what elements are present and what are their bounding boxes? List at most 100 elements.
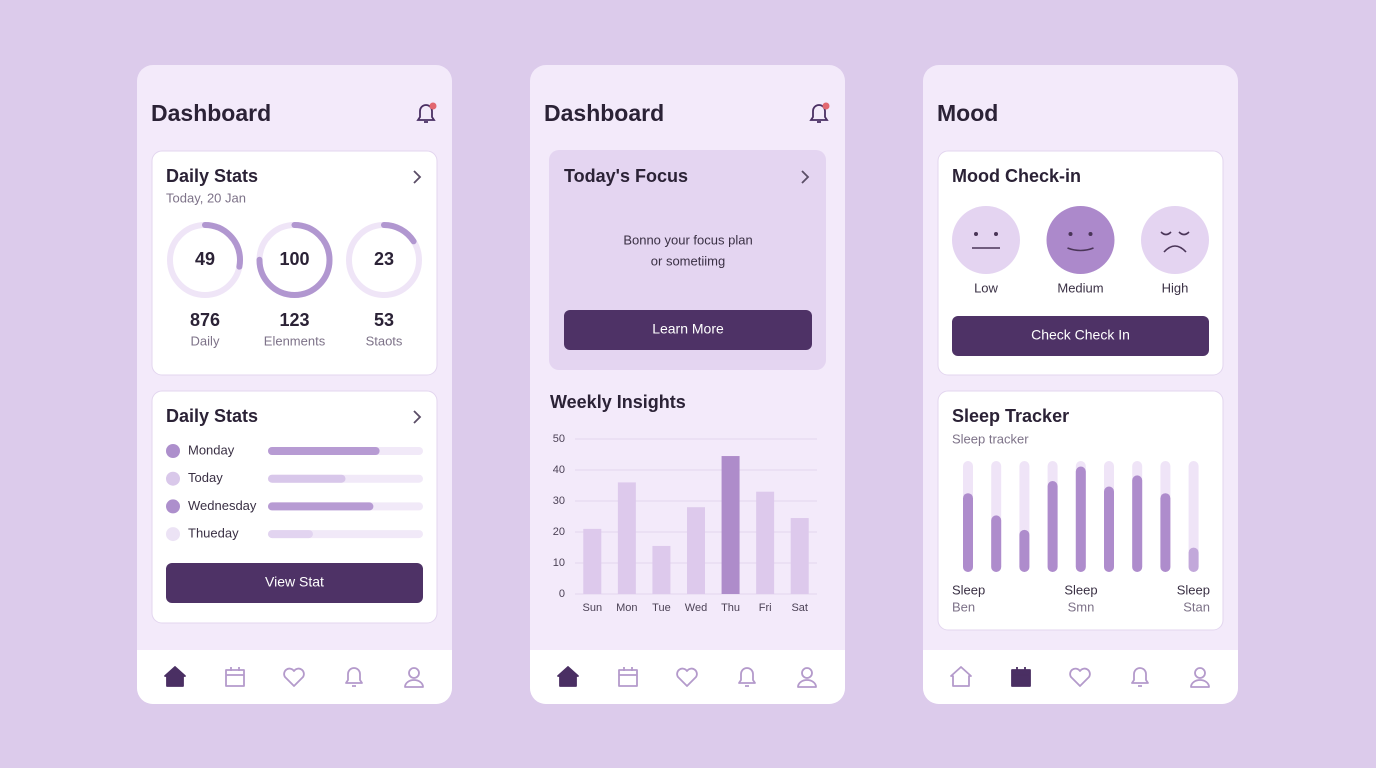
x-tick-label: Tue: [652, 602, 671, 614]
sleep-bar: [963, 493, 973, 572]
button[interactable]: [952, 316, 1209, 356]
nav-icon[interactable]: [1069, 667, 1091, 687]
face-eye: [1088, 232, 1093, 236]
nav-icon[interactable]: [676, 667, 698, 687]
button-label[interactable]: View Stat: [265, 574, 324, 590]
nav-bar: [923, 650, 1238, 704]
nav-icon[interactable]: [950, 666, 972, 687]
bar: [790, 518, 809, 594]
screen-title: Dashboard: [151, 100, 271, 126]
bell-icon[interactable]: [416, 104, 436, 123]
bar: [617, 482, 636, 594]
face-mouth: [1163, 245, 1187, 253]
mood-label: Medium: [1057, 280, 1103, 295]
face-eye: [974, 232, 978, 236]
progress-bar: [268, 447, 380, 455]
total-label: Elenments: [264, 333, 326, 348]
nav-icon[interactable]: [1131, 667, 1149, 687]
total-value: 876: [190, 310, 220, 330]
total-label: Daily: [191, 333, 220, 348]
sleep-bar: [1132, 475, 1143, 572]
notification-dot: [429, 102, 437, 110]
card-subtitle: Today, 20 Jan: [166, 190, 246, 205]
x-tick-label: Sat: [791, 602, 808, 614]
total-label: Staots: [366, 333, 403, 348]
bar: [721, 456, 740, 594]
row-dot: [166, 444, 180, 458]
ring-progress: [167, 222, 243, 298]
y-tick-label: 20: [553, 526, 565, 538]
sleep-bar: [1019, 529, 1030, 572]
total-value: 53: [374, 310, 394, 330]
nav-icon[interactable]: [618, 667, 638, 687]
mood-face[interactable]: [1141, 206, 1209, 274]
nav-icon[interactable]: [557, 666, 579, 687]
bar: [756, 491, 775, 594]
bar: [687, 507, 705, 594]
focus-text: or sometiimg: [651, 253, 725, 268]
nav-icon[interactable]: [283, 667, 305, 687]
x-tick-label: Thu: [721, 602, 740, 614]
chevron[interactable]: [413, 410, 422, 424]
progress-bar: [268, 530, 313, 539]
ring-value: 100: [279, 249, 309, 269]
face-eye: [994, 232, 998, 236]
nav-icon[interactable]: [1190, 667, 1210, 688]
nav-icon[interactable]: [738, 667, 756, 687]
chevron[interactable]: [801, 170, 810, 184]
focus-text: Bonno your focus plan: [623, 232, 752, 247]
x-tick-label: Wed: [685, 602, 707, 614]
mood-label: Low: [974, 280, 998, 295]
progress-bar: [268, 502, 374, 511]
button[interactable]: [166, 563, 423, 603]
sleep-sublabel: Ben: [952, 599, 975, 614]
button-label[interactable]: Check Check In: [1031, 327, 1130, 343]
progress-bar: [268, 474, 346, 483]
card-title: Sleep Tracker: [952, 406, 1069, 426]
screen-title: Mood: [937, 100, 998, 126]
ring-progress: [346, 222, 422, 298]
mood-face[interactable]: [952, 206, 1020, 274]
nav-icon[interactable]: [797, 667, 817, 688]
sleep-label: Sleep: [952, 582, 985, 597]
sleep-sublabel: Smn: [1068, 599, 1095, 614]
y-tick-label: 0: [559, 588, 565, 600]
x-tick-label: Sun: [582, 602, 602, 614]
face-eye: [1068, 232, 1073, 236]
nav-icon[interactable]: [164, 666, 186, 687]
sleep-sublabel: Stan: [1183, 599, 1210, 614]
row-label: Wednesday: [188, 498, 257, 513]
mood-label: High: [1162, 280, 1189, 295]
bar: [652, 545, 671, 594]
nav-bar: [137, 650, 452, 704]
sleep-label: Sleep: [1064, 582, 1097, 597]
bar: [583, 528, 602, 594]
sleep-bar: [1047, 480, 1058, 572]
total-value: 123: [279, 310, 309, 330]
face-mouth: [1067, 247, 1094, 252]
button[interactable]: [564, 310, 812, 350]
y-tick-label: 30: [553, 495, 565, 507]
row-dot: [166, 471, 180, 486]
screen-title: Dashboard: [544, 100, 664, 126]
x-tick-label: Mon: [616, 602, 637, 614]
ring-value: 23: [374, 249, 394, 269]
sleep-bar: [991, 515, 1002, 572]
card: [151, 150, 438, 376]
mood-face[interactable]: [1046, 206, 1115, 274]
sleep-bar: [1188, 547, 1199, 572]
y-tick-label: 40: [553, 464, 565, 476]
card-subtitle: Sleep tracker: [952, 431, 1029, 446]
section-title: Weekly Insights: [550, 392, 686, 412]
card-title: Today's Focus: [564, 166, 688, 186]
nav-icon[interactable]: [225, 667, 245, 687]
row-label: Monday: [188, 442, 235, 457]
nav-icon[interactable]: [1011, 667, 1031, 687]
bell-icon[interactable]: [809, 104, 829, 123]
sleep-bar: [1160, 493, 1171, 572]
button-label[interactable]: Learn More: [652, 321, 724, 337]
nav-icon[interactable]: [345, 667, 363, 687]
chevron[interactable]: [413, 170, 422, 184]
nav-icon[interactable]: [404, 667, 424, 688]
